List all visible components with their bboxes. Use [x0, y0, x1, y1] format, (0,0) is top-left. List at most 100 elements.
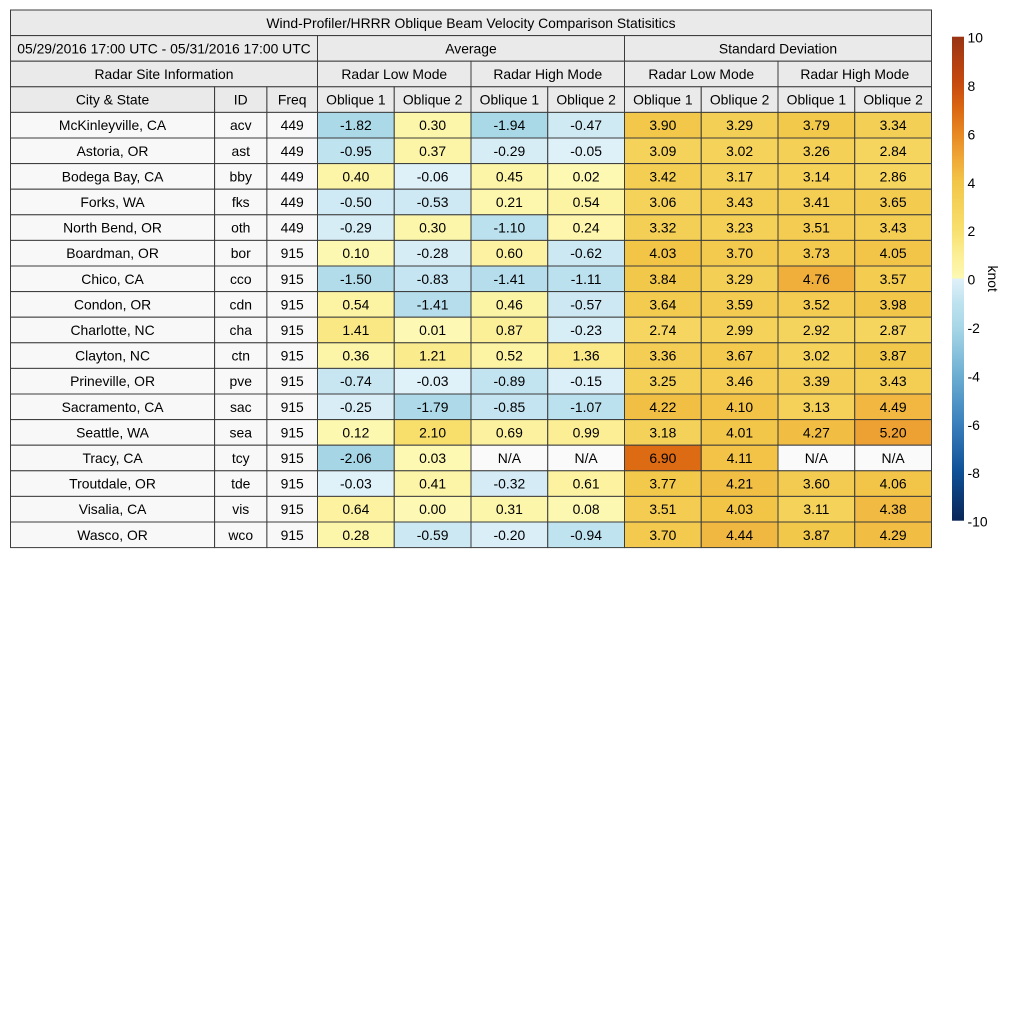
svg-text:Astoria, OR: Astoria, OR — [77, 143, 149, 159]
svg-text:3.52: 3.52 — [803, 296, 830, 312]
svg-text:-0.23: -0.23 — [570, 322, 602, 338]
svg-text:1.21: 1.21 — [419, 348, 446, 364]
svg-text:1.41: 1.41 — [342, 322, 369, 338]
svg-text:3.25: 3.25 — [649, 373, 676, 389]
svg-text:3.67: 3.67 — [726, 348, 753, 364]
svg-text:Prineville, OR: Prineville, OR — [70, 373, 155, 389]
svg-text:Tracy, CA: Tracy, CA — [82, 450, 143, 466]
svg-text:3.29: 3.29 — [726, 271, 753, 287]
svg-text:915: 915 — [281, 476, 304, 492]
svg-text:-6: -6 — [968, 417, 981, 433]
svg-text:0.10: 0.10 — [342, 245, 369, 261]
svg-text:915: 915 — [281, 322, 304, 338]
svg-text:3.06: 3.06 — [649, 194, 676, 210]
svg-text:-8: -8 — [968, 465, 981, 481]
svg-text:Oblique 2: Oblique 2 — [403, 92, 463, 108]
svg-text:0.00: 0.00 — [419, 501, 446, 517]
svg-text:-0.03: -0.03 — [340, 476, 372, 492]
svg-text:Wasco, OR: Wasco, OR — [77, 527, 148, 543]
svg-text:0.52: 0.52 — [496, 348, 523, 364]
svg-text:knot: knot — [985, 266, 1001, 292]
svg-text:4.44: 4.44 — [726, 527, 753, 543]
svg-text:Oblique 1: Oblique 1 — [633, 92, 693, 108]
svg-text:0.60: 0.60 — [496, 245, 523, 261]
svg-text:3.36: 3.36 — [649, 348, 676, 364]
svg-text:-2.06: -2.06 — [340, 450, 372, 466]
svg-text:Sacramento, CA: Sacramento, CA — [62, 399, 165, 415]
svg-text:Oblique 2: Oblique 2 — [556, 92, 616, 108]
svg-text:4.29: 4.29 — [880, 527, 907, 543]
svg-text:10: 10 — [968, 30, 984, 46]
svg-text:bby: bby — [230, 168, 252, 184]
svg-text:3.65: 3.65 — [880, 194, 907, 210]
svg-text:Boardman, OR: Boardman, OR — [66, 245, 159, 261]
svg-text:-0.94: -0.94 — [570, 527, 602, 543]
svg-text:Clayton, NC: Clayton, NC — [75, 348, 150, 364]
svg-text:-1.41: -1.41 — [417, 296, 449, 312]
svg-text:3.17: 3.17 — [726, 168, 753, 184]
svg-text:449: 449 — [281, 117, 304, 133]
svg-text:N/A: N/A — [805, 450, 829, 466]
svg-text:Radar High Mode: Radar High Mode — [493, 66, 602, 82]
svg-text:Oblique 2: Oblique 2 — [863, 92, 923, 108]
svg-text:915: 915 — [281, 399, 304, 415]
svg-text:0.54: 0.54 — [573, 194, 600, 210]
svg-text:3.42: 3.42 — [649, 168, 676, 184]
svg-text:-0.25: -0.25 — [340, 399, 372, 415]
svg-text:City & State: City & State — [76, 92, 150, 108]
svg-text:3.23: 3.23 — [726, 220, 753, 236]
svg-text:-0.89: -0.89 — [494, 373, 526, 389]
svg-text:Wind-Profiler/HRRR Oblique Bea: Wind-Profiler/HRRR Oblique Beam Velocity… — [266, 15, 675, 31]
svg-text:3.70: 3.70 — [726, 245, 753, 261]
svg-text:-1.07: -1.07 — [570, 399, 602, 415]
svg-text:cco: cco — [230, 271, 252, 287]
svg-text:-0.03: -0.03 — [417, 373, 449, 389]
svg-text:915: 915 — [281, 245, 304, 261]
svg-text:915: 915 — [281, 527, 304, 543]
svg-text:sac: sac — [230, 399, 252, 415]
svg-text:Oblique 1: Oblique 1 — [326, 92, 386, 108]
svg-text:0.24: 0.24 — [573, 220, 600, 236]
svg-text:-0.29: -0.29 — [494, 143, 526, 159]
svg-text:-0.83: -0.83 — [417, 271, 449, 287]
svg-text:915: 915 — [281, 373, 304, 389]
svg-text:0.54: 0.54 — [342, 296, 369, 312]
svg-text:6: 6 — [968, 126, 976, 142]
svg-text:449: 449 — [281, 168, 304, 184]
svg-text:Chico, CA: Chico, CA — [81, 271, 144, 287]
svg-text:3.57: 3.57 — [880, 271, 907, 287]
svg-text:0.64: 0.64 — [342, 501, 369, 517]
svg-text:Charlotte, NC: Charlotte, NC — [70, 322, 154, 338]
svg-text:0.41: 0.41 — [419, 476, 446, 492]
svg-text:pve: pve — [230, 373, 253, 389]
svg-text:3.18: 3.18 — [649, 424, 676, 440]
svg-text:4.22: 4.22 — [649, 399, 676, 415]
svg-text:vis: vis — [232, 501, 249, 517]
svg-text:3.98: 3.98 — [880, 296, 907, 312]
svg-text:3.02: 3.02 — [726, 143, 753, 159]
svg-text:3.29: 3.29 — [726, 117, 753, 133]
svg-text:-0.06: -0.06 — [417, 168, 449, 184]
svg-text:4.06: 4.06 — [880, 476, 907, 492]
svg-text:Troutdale, OR: Troutdale, OR — [69, 476, 156, 492]
svg-text:-1.10: -1.10 — [494, 220, 526, 236]
svg-text:Oblique 1: Oblique 1 — [480, 92, 540, 108]
svg-text:N/A: N/A — [575, 450, 599, 466]
svg-text:Average: Average — [445, 40, 497, 56]
svg-text:wco: wco — [227, 527, 253, 543]
svg-text:-0.95: -0.95 — [340, 143, 372, 159]
svg-text:0.36: 0.36 — [342, 348, 369, 364]
svg-text:0.28: 0.28 — [342, 527, 369, 543]
svg-text:2.74: 2.74 — [649, 322, 676, 338]
svg-text:Bodega Bay, CA: Bodega Bay, CA — [62, 168, 164, 184]
svg-text:-0.47: -0.47 — [570, 117, 602, 133]
svg-text:3.43: 3.43 — [880, 220, 907, 236]
svg-text:N/A: N/A — [882, 450, 906, 466]
svg-text:Freq: Freq — [278, 92, 307, 108]
svg-text:3.34: 3.34 — [880, 117, 907, 133]
svg-text:tde: tde — [231, 476, 251, 492]
svg-text:-2: -2 — [968, 320, 981, 336]
svg-text:3.87: 3.87 — [880, 348, 907, 364]
svg-text:0.45: 0.45 — [496, 168, 523, 184]
svg-text:-4: -4 — [968, 368, 981, 384]
